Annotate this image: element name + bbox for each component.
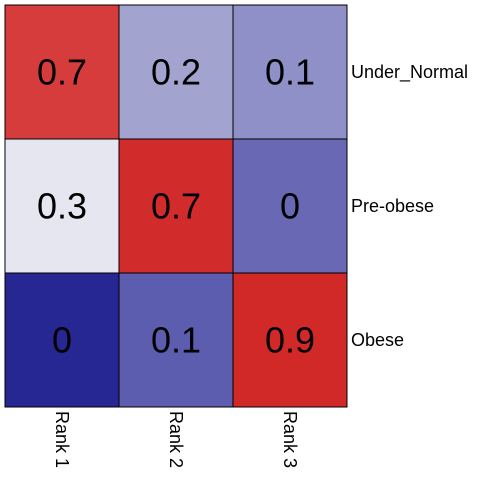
row-label: Obese [351,330,404,350]
cell-value-label: 0.1 [265,52,315,93]
heatmap-cell [4,4,120,140]
cell-value-label: 0.7 [37,52,87,93]
heatmap-cell [4,272,120,408]
cell-value-label: 0.7 [151,186,201,227]
heatmap-cells: 0.7 0.2 0.1 0.3 0.7 0 0 0.1 0.9 [4,4,348,408]
row-label: Pre-obese [351,196,434,216]
cell-value-label: 0.9 [265,320,315,361]
row-label: Under_Normal [351,62,468,83]
cell-value-label: 0 [280,186,300,227]
heatmap-cell [4,138,120,274]
heatmap-cell [118,138,234,274]
heatmap-cell [118,272,234,408]
heatmap-cell [232,272,348,408]
cell-value-label: 0.1 [151,320,201,361]
column-label: Rank 1 [52,411,72,468]
column-label: Rank 3 [280,411,300,468]
cell-value-label: 0 [52,320,72,361]
cell-value-label: 0.3 [37,186,87,227]
column-labels: Rank 1 Rank 2 Rank 3 [52,411,300,468]
heatmap-cell [232,4,348,140]
row-labels: Under_Normal Pre-obese Obese [351,62,468,350]
heatmap-cell [232,138,348,274]
cell-value-label: 0.2 [151,52,201,93]
heatmap-cell [118,4,234,140]
column-label: Rank 2 [166,411,186,468]
